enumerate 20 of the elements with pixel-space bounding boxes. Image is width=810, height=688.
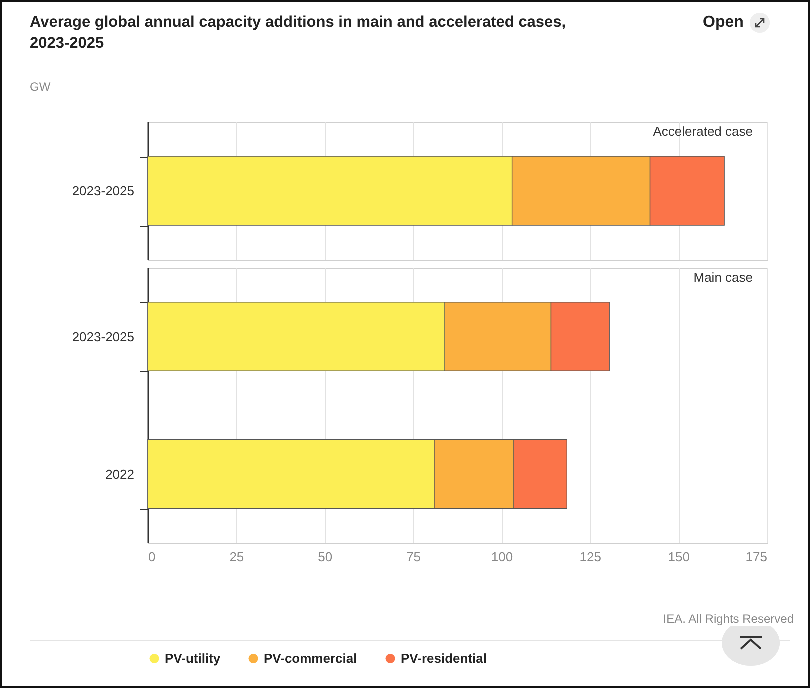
y-tick-label: 2023-2025 [72, 184, 134, 198]
x-tick-label: 0 [148, 550, 156, 564]
legend-label: PV-residential [401, 650, 487, 666]
y-tick-label: 2023-2025 [72, 329, 134, 344]
x-tick-label: 75 [406, 550, 422, 564]
annotation: Accelerated case [653, 124, 753, 139]
text: IEA. All Rights Reserved [663, 612, 794, 626]
text: GW [30, 80, 51, 94]
legend-label: PV-commercial [264, 650, 358, 666]
x-tick-label: 125 [580, 550, 602, 564]
x-tick-label: 100 [491, 550, 514, 564]
x-tick-label: 150 [668, 550, 690, 564]
y-tick-label: 2022 [106, 466, 134, 482]
legend-label: PV-utility [165, 650, 222, 666]
chart-title: Average global annual capacity additions in main and accelerated cases, 2023-2025 [30, 13, 568, 54]
annotation: Main case [694, 270, 753, 285]
text: Open [703, 14, 744, 32]
x-tick-label: 50 [318, 550, 333, 564]
x-tick-label: 175 [746, 550, 768, 564]
x-tick-label: 25 [230, 550, 244, 564]
